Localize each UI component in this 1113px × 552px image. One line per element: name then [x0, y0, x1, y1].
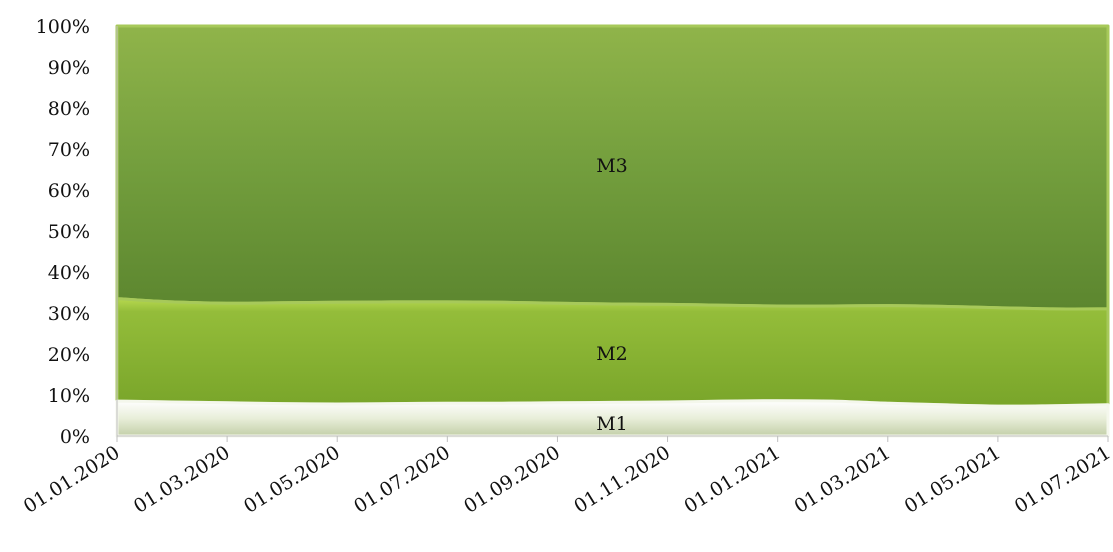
x-tick-label: 01.03.2020 — [130, 442, 234, 518]
y-tick-label: 90% — [48, 57, 90, 79]
y-tick-label: 10% — [48, 385, 90, 407]
series-label-m1: M1 — [596, 413, 628, 435]
series-label-m3: M3 — [596, 155, 628, 177]
series-label-m2: M2 — [596, 343, 628, 365]
y-tick-label: 70% — [48, 139, 90, 161]
x-tick-label: 01.05.2021 — [901, 442, 1005, 518]
x-tick-label: 01.05.2020 — [240, 442, 344, 518]
y-tick-label: 0% — [60, 426, 90, 448]
y-tick-label: 80% — [48, 98, 90, 120]
y-tick-label: 50% — [48, 221, 90, 243]
y-tick-label: 20% — [48, 344, 90, 366]
x-tick-label: 01.03.2021 — [791, 442, 895, 518]
x-tick-label: 01.01.2021 — [680, 442, 784, 518]
x-tick-label: 01.07.2020 — [350, 442, 454, 518]
x-tick-label: 01.01.2020 — [20, 442, 124, 518]
label-layer: M1 M2 M3 — [596, 155, 628, 435]
y-tick-label: 30% — [48, 303, 90, 325]
x-tick-label: 01.07.2021 — [1011, 442, 1113, 518]
area-layer — [115, 24, 1110, 438]
y-tick-label: 60% — [48, 180, 90, 202]
x-tick-label: 01.09.2020 — [460, 442, 564, 518]
y-tick-label: 40% — [48, 262, 90, 284]
y-tick-label: 100% — [36, 16, 90, 38]
x-tick-label: 01.11.2020 — [570, 442, 674, 518]
